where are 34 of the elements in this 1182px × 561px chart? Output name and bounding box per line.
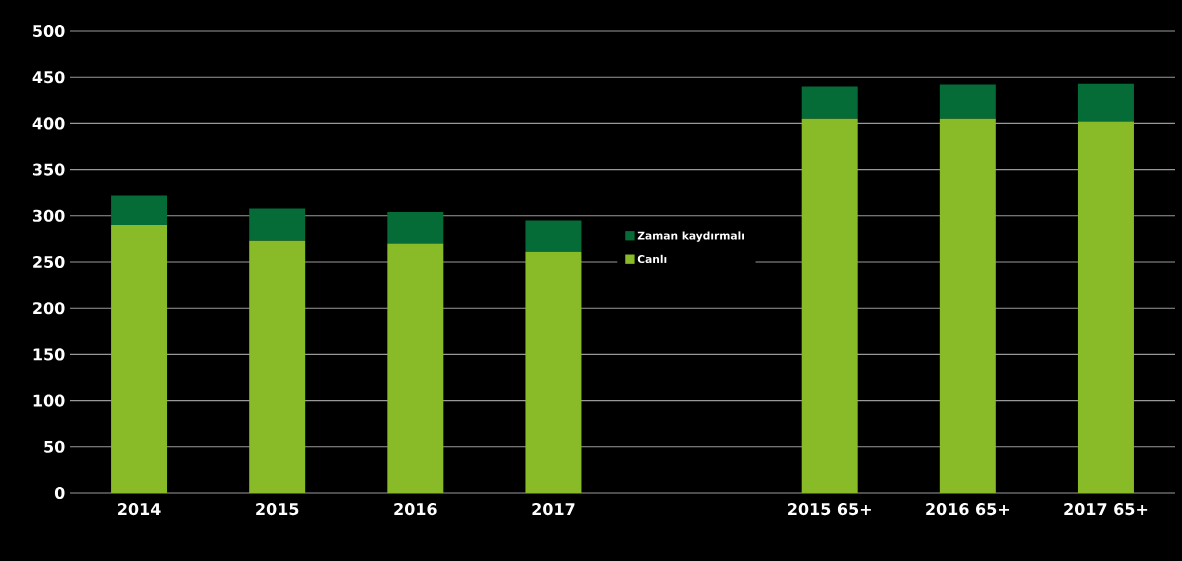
x-tick-label: 2015 65+ — [788, 503, 871, 516]
y-tick-label: 0 — [54, 486, 65, 500]
bar — [939, 118, 996, 493]
x-tick-label: 2014 — [118, 503, 161, 516]
y-tick-label: 150 — [33, 348, 65, 361]
y-tick-label: 250 — [33, 255, 65, 269]
y-tick-label: 100 — [33, 394, 65, 407]
bar — [249, 240, 306, 493]
x-tick-label: 2017 — [532, 503, 575, 516]
y-tick-label: 350 — [32, 163, 65, 176]
bar — [387, 243, 444, 493]
bar — [525, 251, 582, 493]
x-tick-label: 2016 — [394, 503, 437, 516]
bar — [801, 86, 858, 119]
y-tick-label: 300 — [32, 209, 65, 222]
legend-label: Zaman kaydırmalı — [637, 231, 745, 242]
bar — [525, 220, 582, 252]
bar — [387, 212, 444, 244]
bar — [111, 225, 168, 493]
bar — [939, 84, 996, 119]
bar — [1077, 121, 1134, 493]
bar — [1077, 83, 1134, 122]
x-tick-label: 2017 65+ — [1064, 503, 1148, 516]
x-tick-label: 2016 65+ — [926, 503, 1010, 516]
y-tick-label: 450 — [32, 71, 65, 84]
y-tick-label: 200 — [33, 302, 65, 315]
bar — [111, 195, 168, 226]
bar — [801, 118, 858, 493]
y-tick-label: 50 — [44, 440, 65, 453]
bar — [249, 208, 306, 241]
y-tick-label: 400 — [32, 117, 65, 130]
legend-label: Canlı — [637, 254, 667, 264]
y-tick-label: 500 — [33, 24, 65, 38]
x-tick-label: 2015 — [256, 503, 299, 516]
